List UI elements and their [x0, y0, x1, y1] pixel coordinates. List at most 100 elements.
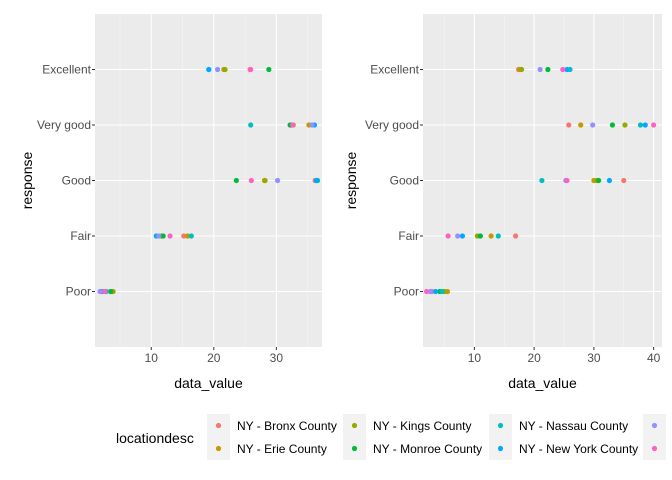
data-point — [206, 66, 212, 73]
data-point — [108, 288, 114, 295]
data-point — [262, 177, 268, 184]
legend-marker — [215, 422, 222, 429]
legend-label: NY - Kings County — [373, 419, 472, 433]
data-point — [445, 233, 451, 239]
y-tick-label: Fair — [70, 229, 91, 243]
legend-marker — [351, 422, 358, 429]
x-tick-label: 30 — [270, 351, 284, 365]
x-tick-label: 10 — [145, 351, 159, 365]
legend-marker — [215, 445, 222, 452]
x-tick-label: 10 — [468, 351, 482, 365]
legend-item: NY - Monroe County — [343, 437, 482, 460]
data-point — [637, 122, 644, 128]
data-point — [564, 177, 570, 184]
data-point — [290, 122, 296, 128]
legend-label: NY - Erie County — [237, 442, 327, 456]
data-point — [102, 288, 108, 295]
legend-item — [643, 437, 666, 460]
data-point — [167, 233, 173, 239]
legend-marker — [351, 445, 358, 452]
data-point — [427, 288, 433, 295]
data-point — [222, 66, 228, 73]
data-point — [590, 122, 596, 128]
y-tick-label: Good — [390, 174, 419, 188]
data-point — [233, 177, 239, 184]
legend-item: NY - Nassau County — [489, 414, 628, 437]
data-point — [313, 177, 319, 184]
data-point — [518, 66, 525, 73]
data-point — [248, 122, 254, 128]
legend-marker — [651, 445, 658, 452]
data-point — [432, 288, 439, 295]
y-tick-label: Good — [62, 174, 91, 188]
x-tick-label: 30 — [587, 351, 601, 365]
data-point — [513, 233, 519, 239]
x-axis-title: data_value — [508, 375, 577, 391]
data-point — [439, 288, 445, 295]
data-point — [566, 122, 572, 128]
data-point — [477, 233, 483, 239]
legend-marker — [497, 445, 504, 452]
legend-item: NY - Erie County — [207, 437, 327, 460]
y-axis-title: response — [19, 151, 35, 209]
data-point — [651, 122, 657, 128]
x-tick-label: 20 — [527, 351, 541, 365]
x-tick-label: 40 — [647, 351, 661, 365]
y-tick-label: Poor — [394, 285, 419, 299]
legend-label: NY - Bronx County — [237, 419, 337, 433]
legend-marker — [497, 422, 504, 429]
data-point — [609, 122, 616, 128]
y-axis-title: response — [343, 151, 359, 209]
data-point — [214, 66, 221, 73]
legend-item: NY - New York County — [489, 437, 638, 460]
y-tick-label: Excellent — [42, 63, 91, 77]
legend-label: NY - Monroe County — [373, 442, 482, 456]
data-point — [309, 122, 315, 128]
panel-1: Poor Fair Good Very good Excellent 10 20 30 data… — [19, 14, 322, 391]
legend-marker — [651, 422, 658, 429]
legend-item: NY - Bronx County — [207, 414, 337, 437]
panel-2: Poor Fair Good Very good Excellent 10 20 30 40 da… — [343, 14, 662, 391]
data-point — [622, 122, 628, 128]
y-tick-label: Very good — [37, 118, 91, 132]
data-point — [537, 66, 543, 73]
data-point — [606, 177, 613, 184]
data-point — [621, 177, 627, 184]
data-point — [97, 288, 103, 295]
data-point — [578, 122, 584, 128]
legend-title: locationdesc — [116, 430, 194, 446]
y-tick-label: Excellent — [370, 63, 419, 77]
data-point — [596, 177, 602, 184]
x-tick-label: 20 — [207, 351, 221, 365]
legend-label: NY - Nassau County — [519, 419, 628, 433]
data-point — [564, 66, 570, 73]
data-point — [188, 233, 194, 239]
data-point — [455, 233, 461, 239]
data-point — [266, 66, 272, 73]
legend-item — [643, 414, 666, 437]
data-point — [560, 66, 566, 73]
data-point — [642, 122, 648, 128]
data-point — [248, 177, 254, 184]
data-point — [160, 233, 166, 239]
y-tick-label: Poor — [66, 285, 91, 299]
data-point — [488, 233, 494, 239]
data-point — [248, 66, 254, 73]
panels: Poor Fair Good Very good Excellent 10 20 30 data… — [19, 14, 662, 391]
data-point — [181, 233, 187, 239]
legend-label: NY - New York County — [519, 442, 638, 456]
data-point — [539, 177, 545, 184]
data-point — [156, 233, 162, 239]
data-point — [423, 288, 430, 295]
data-point — [275, 177, 281, 184]
data-point — [545, 66, 551, 73]
data-point — [184, 233, 191, 239]
data-point — [459, 233, 466, 239]
data-point — [495, 233, 501, 239]
legend-entries: NY - Bronx County NY - Erie County NY - Ki… — [207, 414, 666, 460]
legend-item: NY - Kings County — [343, 414, 472, 437]
y-tick-label: Very good — [365, 118, 419, 132]
y-tick-label: Fair — [398, 229, 419, 243]
x-axis-title: data_value — [174, 375, 243, 391]
